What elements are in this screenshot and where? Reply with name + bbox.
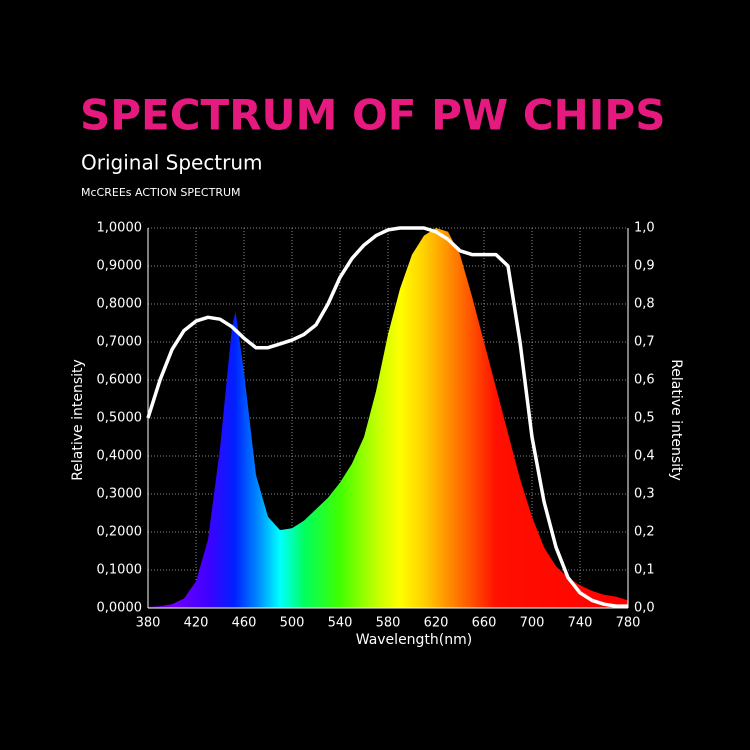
- y-tick-label: 0,5000: [97, 411, 143, 426]
- y2-tick-label: 0,1: [634, 563, 655, 578]
- x-tick-label: 460: [232, 616, 257, 631]
- y-tick-label: 0,1000: [97, 563, 143, 578]
- y2-tick-label: 0,8: [634, 297, 655, 312]
- x-tick-label: 660: [472, 616, 497, 631]
- y-tick-label: 0,3000: [97, 487, 143, 502]
- y2-tick-label: 0,2: [634, 525, 655, 540]
- y-axis-label: Relative intensity: [70, 359, 86, 481]
- y-tick-label: 0,2000: [97, 525, 143, 540]
- y2-tick-label: 0,9: [634, 259, 655, 274]
- y2-tick-label: 1,0: [634, 221, 655, 236]
- chart-title: SPECTRUM OF PW CHIPS: [80, 91, 665, 140]
- x-tick-label: 540: [328, 616, 353, 631]
- y2-tick-label: 0,4: [634, 449, 655, 464]
- y2-tick-label: 0,7: [634, 335, 655, 350]
- x-tick-label: 700: [520, 616, 545, 631]
- x-tick-label: 620: [424, 616, 449, 631]
- y-tick-label: 0,4000: [97, 449, 143, 464]
- x-tick-label: 780: [616, 616, 641, 631]
- spectrum-area: [148, 228, 628, 608]
- legend-entry: Original Spectrum: [81, 151, 263, 175]
- y2-axis-label: Relative intensity: [668, 359, 684, 481]
- y2-tick-label: 0,0: [634, 601, 655, 616]
- y-tick-label: 0,9000: [97, 259, 143, 274]
- y2-tick-label: 0,5: [634, 411, 655, 426]
- legend-entry: McCREEs ACTION SPECTRUM: [81, 186, 241, 199]
- x-tick-label: 740: [568, 616, 593, 631]
- y-tick-label: 0,0000: [97, 601, 143, 616]
- action-line: [146, 226, 628, 608]
- x-axis-label: Wavelength(nm): [356, 632, 472, 648]
- x-tick-label: 380: [136, 616, 161, 631]
- x-tick-label: 580: [376, 616, 401, 631]
- y-tick-label: 0,7000: [97, 335, 143, 350]
- x-tick-label: 420: [184, 616, 209, 631]
- y-tick-label: 1,0000: [97, 221, 143, 236]
- x-tick-label: 500: [280, 616, 305, 631]
- y2-tick-label: 0,6: [634, 373, 655, 388]
- y2-tick-label: 0,3: [634, 487, 655, 502]
- y-tick-label: 0,8000: [97, 297, 143, 312]
- y-tick-label: 0,6000: [97, 373, 143, 388]
